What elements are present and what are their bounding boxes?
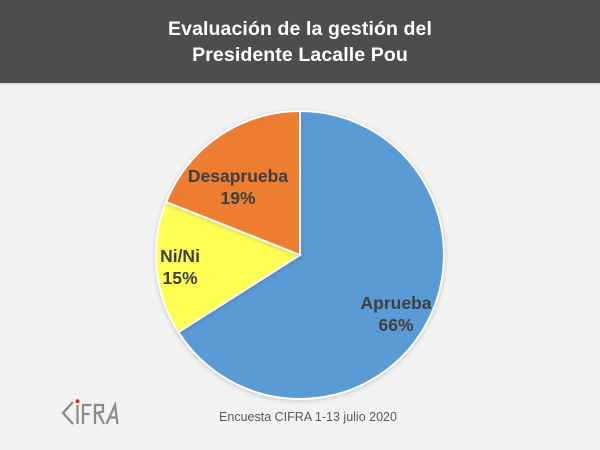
pie-slice-ni-ni bbox=[155, 200, 303, 334]
pie-slice-aprueba bbox=[177, 109, 445, 400]
cifra-logo bbox=[61, 399, 119, 425]
logo-letter-r bbox=[93, 403, 105, 425]
title-bar: Evaluación de la gestión del Presidente … bbox=[0, 0, 600, 85]
logo-letter-a bbox=[105, 401, 119, 425]
logo-red-dot-icon bbox=[75, 399, 80, 404]
page-title-line1: Evaluación de la gestión del bbox=[168, 17, 432, 40]
source-caption: Encuesta CIFRA 1-13 julio 2020 bbox=[219, 410, 397, 424]
pie-slice-desaprueba bbox=[164, 109, 301, 257]
logo-letter-c bbox=[61, 401, 74, 425]
logo-letter-f bbox=[81, 403, 92, 424]
page-title-line2: Presidente Lacalle Pou bbox=[192, 43, 408, 66]
